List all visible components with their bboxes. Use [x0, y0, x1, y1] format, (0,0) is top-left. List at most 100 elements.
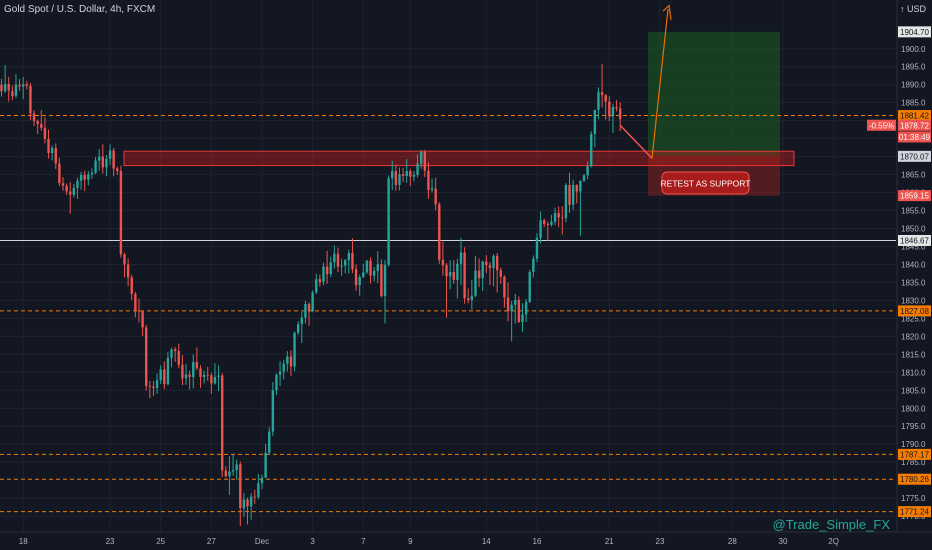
candle-body [101, 156, 105, 168]
y-tick-label: 1775.0 [901, 494, 926, 503]
y-tick-label: 1835.0 [901, 278, 926, 287]
price-tag-label: 1904.70 [900, 28, 929, 37]
candle-body [231, 470, 235, 472]
candle-body [506, 297, 510, 312]
candle-body [152, 386, 155, 389]
candle-body [579, 180, 582, 192]
price-tag-label: 1846.67 [900, 236, 929, 245]
candle-body [155, 380, 159, 389]
candle-body [293, 332, 296, 367]
candle-body [188, 374, 191, 377]
candle-body [58, 163, 61, 184]
candle-body [43, 127, 47, 139]
candle-body [246, 499, 249, 507]
candle-body [220, 375, 224, 471]
candle-body [177, 351, 180, 365]
support-zone [123, 150, 795, 167]
candle-body [239, 464, 242, 509]
candle-body [492, 255, 495, 269]
candle-body [87, 174, 90, 180]
candle-body [354, 269, 358, 286]
y-tick-label: 1830.0 [901, 296, 926, 305]
price-tag-entry [898, 150, 931, 162]
price-tag-label: 1780.26 [900, 475, 929, 484]
y-tick-label: 1840.0 [901, 260, 926, 269]
y-tick-label: 1865.0 [901, 171, 926, 180]
candle-body [228, 471, 231, 477]
candle-body [289, 356, 293, 367]
currency-label[interactable]: ↑ USD [899, 4, 926, 14]
price-tag-stop [898, 190, 931, 202]
candle-body [271, 390, 275, 432]
candle-body [130, 277, 133, 294]
profit-zone [648, 31, 780, 157]
candle-body [260, 477, 264, 484]
candle-body [159, 369, 162, 381]
candle-body [503, 276, 506, 298]
candle-body [391, 170, 394, 179]
candle-body [575, 185, 578, 192]
annotation-text: RETEST AS SUPPORT [661, 179, 751, 189]
price-tag-label: -0.55% [869, 121, 894, 130]
candle-body [210, 375, 213, 384]
candle-body [257, 483, 260, 498]
candle-body [318, 279, 322, 283]
x-tick-label: Dec [255, 537, 269, 546]
price-tag-level [898, 448, 931, 460]
candle-body [351, 252, 354, 270]
candle-body [22, 84, 25, 87]
candle-body [134, 293, 137, 311]
target-path-line [651, 9, 669, 159]
candle-body [340, 265, 343, 267]
candle-body [405, 170, 408, 177]
candle-body [300, 317, 303, 325]
candle-body [217, 375, 220, 377]
candle-body [452, 271, 455, 280]
candle-body [416, 163, 419, 175]
candle-body [553, 213, 557, 222]
retest-path-line [619, 124, 653, 159]
candle-body [618, 108, 622, 120]
candle-body [307, 303, 311, 312]
candle-body [199, 368, 202, 377]
candle-body [564, 185, 568, 219]
candle-body [304, 303, 307, 318]
price-tag-price [898, 119, 931, 131]
candle-body [282, 363, 285, 372]
candle-body [412, 174, 416, 177]
candle-body [170, 349, 173, 358]
y-tick-label: 1800.0 [901, 404, 926, 413]
candle-body [3, 83, 7, 92]
candle-body [94, 160, 97, 173]
candle-body [192, 362, 195, 377]
candle-body [485, 261, 488, 266]
candle-body [137, 310, 141, 312]
candle-body [419, 151, 423, 164]
candle-body [586, 166, 589, 176]
candle-body [315, 279, 318, 293]
candle-body [481, 261, 484, 279]
candle-body [441, 259, 445, 266]
x-tick-label: 25 [156, 537, 165, 546]
price-tag-change [867, 119, 896, 131]
x-tick-label: 27 [207, 537, 216, 546]
candle-body [148, 385, 152, 387]
candle-body [97, 156, 101, 161]
candle-body [593, 109, 597, 134]
candle-body [83, 174, 86, 180]
candle-body [434, 188, 437, 205]
x-tick-label: 14 [482, 537, 491, 546]
candle-body [597, 92, 600, 110]
candle-body [242, 499, 246, 509]
candle-body [590, 133, 593, 167]
candle-body [615, 106, 618, 109]
candle-body [557, 213, 560, 218]
y-tick-label: 1795.0 [901, 422, 926, 431]
candle-body [423, 151, 427, 171]
candle-body [387, 178, 390, 265]
candle-body [532, 258, 535, 272]
candle-body [362, 272, 365, 278]
candle-body [18, 84, 21, 87]
candle-body [394, 170, 398, 186]
